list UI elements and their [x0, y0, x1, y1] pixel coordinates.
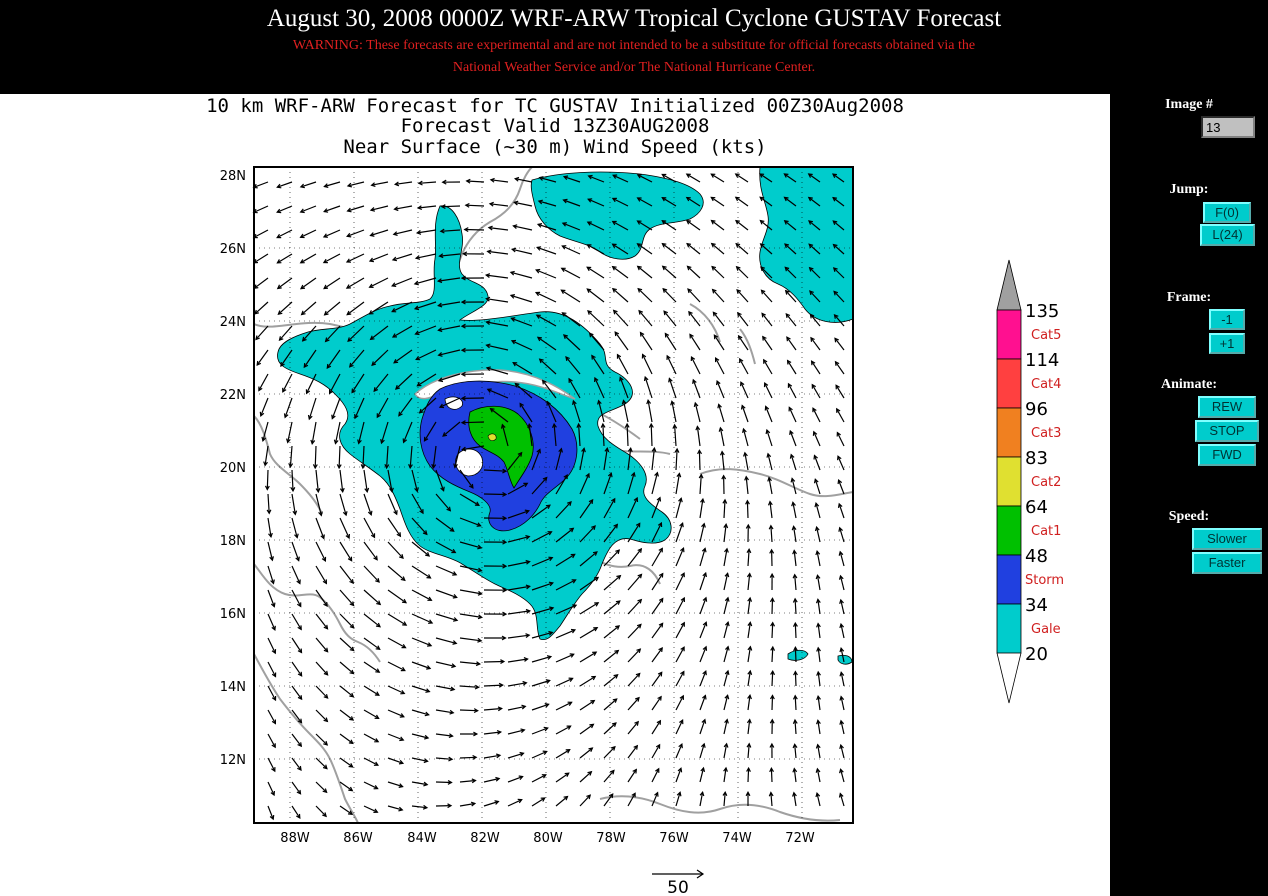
lat-label: 26N	[220, 242, 246, 257]
vector-scale: 50	[652, 869, 705, 896]
legend-category: Cat5	[1031, 328, 1061, 343]
legend-tick: 114	[1025, 350, 1059, 371]
map-title-line-3: Near Surface (~30 m) Wind Speed (kts)	[343, 136, 766, 158]
lon-label: 74W	[722, 831, 752, 846]
legend-tick: 83	[1025, 448, 1048, 469]
lat-label: 12N	[220, 753, 246, 768]
color-legend: 135 114 96 83 64 48 34 20 Cat5 Cat4 Cat3…	[996, 259, 1064, 704]
speed-label: Speed:	[1168, 509, 1210, 524]
lon-label: 78W	[596, 831, 626, 846]
image-number-input[interactable]	[1201, 116, 1255, 138]
jump-last-button[interactable]: L(24)	[1200, 224, 1255, 246]
lon-label: 86W	[343, 831, 373, 846]
legend-category: Gale	[1031, 622, 1061, 637]
longitude-labels: 88W 86W 84W 82W 80W 78W 76W 74W 72W	[280, 831, 815, 846]
animate-label: Animate:	[1161, 377, 1217, 392]
page-header: August 30, 2008 0000Z WRF-ARW Tropical C…	[0, 0, 1268, 86]
lon-label: 88W	[280, 831, 310, 846]
animation-controls: Image # Jump: F(0) L(24) Frame: -1 +1 An…	[1110, 94, 1268, 896]
map-title-line-2: Forecast Valid 13Z30AUG2008	[401, 115, 710, 137]
lat-label: 14N	[220, 680, 246, 695]
lat-label: 16N	[220, 607, 246, 622]
map-title-line-1: 10 km WRF-ARW Forecast for TC GUSTAV Ini…	[206, 95, 904, 117]
frame-label: Frame:	[1166, 290, 1212, 305]
wind-vectors	[252, 173, 845, 821]
frame-next-button[interactable]: +1	[1209, 333, 1245, 354]
lon-label: 76W	[659, 831, 689, 846]
lon-label: 82W	[470, 831, 500, 846]
legend-tick: 20	[1025, 644, 1048, 665]
jump-label: Jump:	[1169, 182, 1209, 197]
image-number-label: Image #	[1165, 97, 1213, 112]
legend-category: Cat2	[1031, 475, 1061, 490]
vector-scale-label: 50	[667, 878, 689, 896]
lon-label: 84W	[407, 831, 437, 846]
frame-prev-button[interactable]: -1	[1209, 309, 1245, 330]
lat-label: 22N	[220, 388, 246, 403]
lon-label: 80W	[533, 831, 563, 846]
lat-label: 20N	[220, 461, 246, 476]
warning-text: WARNING: These forecasts are experimenta…	[224, 35, 1044, 79]
lat-label: 18N	[220, 534, 246, 549]
lon-label: 72W	[785, 831, 815, 846]
lat-label: 28N	[220, 169, 246, 184]
legend-category: Cat4	[1031, 377, 1061, 392]
warning-line-1: WARNING: These forecasts are experimenta…	[292, 38, 976, 53]
legend-tick: 48	[1025, 546, 1048, 567]
lat-label: 24N	[220, 315, 246, 330]
cat1-region	[468, 405, 534, 489]
rewind-button[interactable]: REW	[1198, 396, 1256, 418]
forecast-map-image: 10 km WRF-ARW Forecast for TC GUSTAV Ini…	[0, 94, 1110, 896]
forecast-map-svg: 10 km WRF-ARW Forecast for TC GUSTAV Ini…	[0, 94, 1110, 896]
stop-button[interactable]: STOP	[1195, 420, 1259, 442]
faster-button[interactable]: Faster	[1192, 552, 1262, 574]
legend-tick: 64	[1025, 497, 1048, 518]
jump-first-button[interactable]: F(0)	[1203, 202, 1251, 223]
legend-category: Cat1	[1031, 524, 1061, 539]
legend-category: Cat3	[1031, 426, 1061, 441]
slower-button[interactable]: Slower	[1192, 528, 1262, 550]
legend-category: Storm	[1025, 573, 1064, 588]
warning-line-2: National Weather Service and/or The Nati…	[452, 60, 816, 75]
legend-tick: 34	[1025, 595, 1048, 616]
legend-tick: 135	[1025, 301, 1059, 322]
latitude-labels: 28N 26N 24N 22N 20N 18N 16N 14N 12N	[220, 169, 246, 768]
forward-button[interactable]: FWD	[1198, 444, 1256, 466]
legend-tick: 96	[1025, 399, 1048, 420]
plot-area	[252, 166, 854, 824]
page-title: August 30, 2008 0000Z WRF-ARW Tropical C…	[266, 5, 1002, 32]
